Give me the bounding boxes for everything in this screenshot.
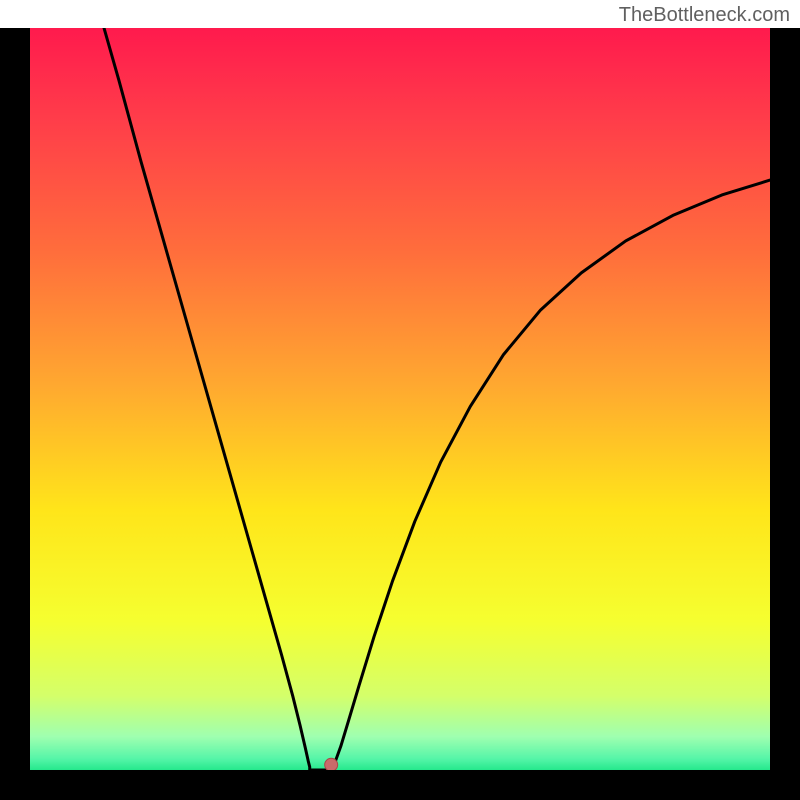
chart-plot-area — [30, 28, 770, 770]
chart-frame-bottom — [0, 770, 800, 800]
optimal-point-marker — [325, 758, 338, 770]
bottleneck-chart — [0, 28, 800, 800]
chart-frame-left — [0, 28, 30, 770]
watermark-text: TheBottleneck.com — [619, 4, 790, 27]
chart-frame-right — [770, 28, 800, 770]
chart-curve — [30, 28, 770, 770]
